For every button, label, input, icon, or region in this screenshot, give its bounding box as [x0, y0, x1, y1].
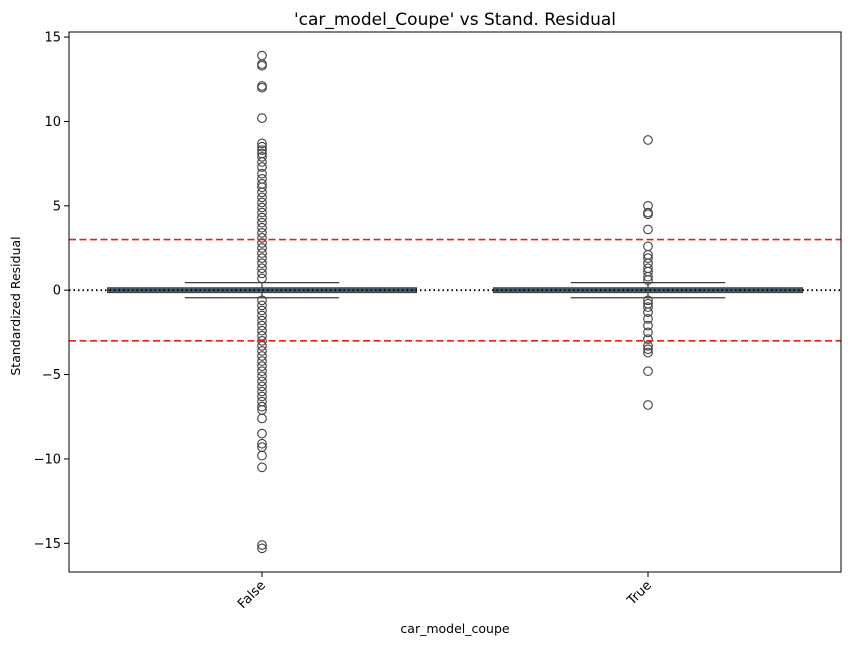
- y-tick-label: 0: [53, 284, 61, 299]
- outlier-point: [257, 168, 267, 179]
- outlier-point: [257, 305, 267, 316]
- outlier-point: [257, 295, 267, 306]
- outlier-point: [257, 320, 267, 331]
- outlier-point: [257, 113, 267, 123]
- outlier-point: [257, 300, 267, 311]
- outlier-point: [643, 400, 653, 410]
- outlier-point: [257, 207, 267, 218]
- y-tick-label: −10: [34, 452, 61, 467]
- outlier-point: [257, 356, 267, 366]
- outlier-point: [643, 253, 653, 263]
- outlier-point: [257, 258, 267, 269]
- outlier-point: [257, 141, 267, 152]
- outlier-point: [643, 135, 653, 145]
- outlier-point: [257, 138, 267, 149]
- outlier-point: [643, 320, 653, 331]
- outlier-point: [257, 173, 267, 184]
- outlier-point: [257, 371, 267, 382]
- outlier-point: [257, 268, 267, 279]
- y-tick-label: 5: [53, 199, 61, 214]
- y-axis-label: Standardized Residual: [8, 236, 23, 375]
- y-tick-label: 15: [44, 31, 61, 46]
- outlier-point: [643, 258, 653, 269]
- outlier-point: [257, 243, 267, 253]
- outlier-point: [257, 381, 267, 392]
- outlier-point: [257, 192, 267, 203]
- outlier-point: [643, 334, 653, 344]
- outlier-point: [257, 157, 267, 167]
- outlier-point: [257, 197, 267, 208]
- outlier-point: [257, 540, 267, 550]
- outlier-point: [257, 361, 267, 371]
- outlier-point: [257, 82, 267, 93]
- outlier-point: [257, 386, 267, 397]
- outlier-point: [643, 314, 653, 324]
- axes-frame: [68, 31, 842, 573]
- outlier-point: [257, 462, 267, 473]
- chart-title: 'car_model_Coupe' vs Stand. Residual: [294, 10, 616, 30]
- outlier-point: [257, 238, 267, 248]
- y-tick-label: 10: [44, 115, 61, 130]
- outlier-point: [257, 351, 267, 361]
- outlier-point: [257, 227, 267, 238]
- outlier-point: [643, 241, 653, 252]
- outlier-point: [643, 209, 653, 220]
- outlier-point: [257, 217, 267, 228]
- outlier-point: [643, 295, 653, 306]
- outlier-point: [257, 273, 267, 284]
- outlier-point: [257, 543, 267, 554]
- outlier-point: [257, 222, 267, 233]
- outlier-point: [257, 366, 267, 377]
- y-tick-label: −5: [42, 368, 61, 383]
- outlier-point: [257, 396, 267, 407]
- outlier-point: [257, 325, 267, 336]
- outlier-point: [643, 271, 653, 282]
- outlier-point: [257, 145, 267, 155]
- outlier-point: [257, 330, 267, 341]
- plot-area: −15 −10 −5 0 5 10 15 False True: [34, 31, 842, 612]
- outlier-point: [257, 50, 267, 61]
- outlier-point: [257, 187, 267, 198]
- outlier-point: [257, 263, 267, 274]
- x-tick-label: False: [235, 578, 269, 612]
- x-tick-label: True: [624, 578, 655, 609]
- outlier-point: [257, 152, 267, 162]
- outlier-point: [257, 376, 267, 387]
- y-tick-label: −15: [34, 537, 61, 552]
- outlier-point: [257, 346, 267, 356]
- outlier-point: [643, 366, 653, 377]
- outlier-point: [643, 307, 653, 317]
- outlier-point: [643, 302, 653, 312]
- outlier-point: [257, 315, 267, 326]
- outlier-point: [643, 327, 653, 338]
- outlier-point: [643, 224, 653, 235]
- outlier-point: [643, 347, 653, 358]
- outlier-point: [257, 60, 267, 71]
- x-axis-label: car_model_coupe: [400, 621, 509, 636]
- outlier-point: [257, 310, 267, 321]
- outlier-point: [257, 438, 267, 449]
- outlier-point: [257, 428, 267, 439]
- outlier-point: [257, 335, 267, 346]
- outlier-point: [257, 450, 267, 461]
- outlier-point: [257, 401, 267, 412]
- outlier-point: [257, 248, 267, 258]
- outlier-point: [257, 341, 267, 351]
- outlier-point: [257, 391, 267, 402]
- outlier-point: [257, 212, 267, 223]
- outlier-point: [257, 253, 267, 263]
- outlier-point: [257, 413, 267, 424]
- outlier-point: [257, 233, 267, 243]
- outlier-point: [643, 275, 653, 285]
- outlier-point: [257, 182, 267, 193]
- outlier-point: [257, 162, 267, 172]
- outlier-point: [257, 202, 267, 213]
- outlier-point: [643, 344, 653, 355]
